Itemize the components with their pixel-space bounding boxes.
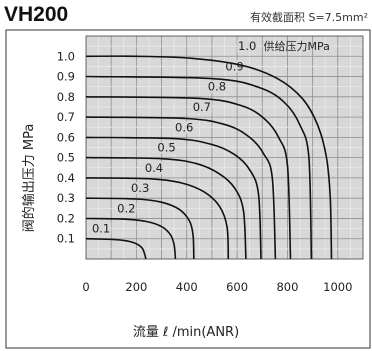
curve-label-background: [156, 141, 177, 154]
curve-label-background: [116, 202, 137, 215]
curve-label: 0.7: [193, 100, 211, 114]
curve-label: 0.3: [131, 181, 149, 195]
y-tick-label: 0.7: [57, 110, 75, 124]
y-tick-label: 0.2: [57, 211, 75, 225]
y-tick-label: 0.6: [57, 130, 75, 144]
x-tick-label: 600: [226, 280, 248, 294]
y-tick-label: 0.4: [57, 171, 75, 185]
curve-0.2: [85, 217, 177, 260]
x-tick-label: 800: [276, 280, 298, 294]
curve-label-background: [143, 161, 164, 174]
plot-border: [85, 35, 364, 260]
y-tick-label: 0.8: [57, 90, 75, 104]
x-tick-label: 1000: [323, 280, 352, 294]
curve-label-background: [91, 222, 112, 235]
y-tick-label: 0.5: [57, 151, 75, 165]
curve-0.1: [85, 237, 147, 260]
curve-label-background: [237, 40, 258, 53]
curve-label: 0.2: [117, 201, 135, 215]
y-axis-ticks: 0.1 0.2 0.3 0.4 0.5 0.6 0.7 0.8 0.9 1.0: [57, 49, 75, 245]
y-tick-label: 0.1: [57, 232, 75, 246]
x-axis-ticks: 0 200 400 600 800 1000: [82, 280, 352, 294]
curve-label: 0.6: [175, 120, 193, 134]
x-axis-label: 流量 ℓ /min(ANR): [133, 325, 239, 340]
curve-0.5: [85, 156, 247, 260]
curve-0.3: [85, 197, 195, 260]
curve-label-background: [224, 60, 245, 73]
chart-title: VH200: [4, 3, 68, 26]
chart-subtitle: 有效截面积 S=7.5mm²: [250, 10, 368, 24]
curve-0.6: [85, 136, 262, 260]
x-tick-label: 400: [176, 280, 198, 294]
x-tick-label: 0: [82, 280, 89, 294]
y-tick-label: 0.3: [57, 191, 75, 205]
plot-area: 0.1 0.2 0.3 0.4 0.50.60.7 0.8 0.9 1.0 供给压力MPa: [85, 35, 364, 260]
curve-label: 0.8: [208, 80, 226, 94]
curve-label: 0.5: [157, 141, 175, 155]
curve-label: 0.4: [145, 161, 163, 175]
curve-0.4: [85, 177, 230, 260]
y-tick-label: 1.0: [57, 49, 75, 63]
curve-label-background: [206, 80, 227, 93]
supply-pressure-note: 供给压力MPa: [264, 39, 330, 53]
curve-label: 0.1: [92, 222, 110, 236]
curve-label: 0.9: [225, 59, 243, 73]
curve-1.0: [85, 55, 333, 260]
y-axis-label: 阀的输出压力 MPa: [21, 124, 37, 233]
curve-0.7: [85, 116, 277, 260]
curve-label-background: [191, 100, 212, 113]
curve-label-background: [174, 121, 195, 134]
curve-label: 1.0: [238, 39, 256, 53]
chart-frame: [5, 29, 371, 349]
x-tick-label: 200: [125, 280, 147, 294]
curve-label-background: [130, 182, 151, 195]
curve-0.8: [85, 96, 292, 260]
curve-0.9: [85, 75, 313, 260]
y-tick-label: 0.9: [57, 70, 75, 84]
outer-frame: [5, 29, 371, 349]
